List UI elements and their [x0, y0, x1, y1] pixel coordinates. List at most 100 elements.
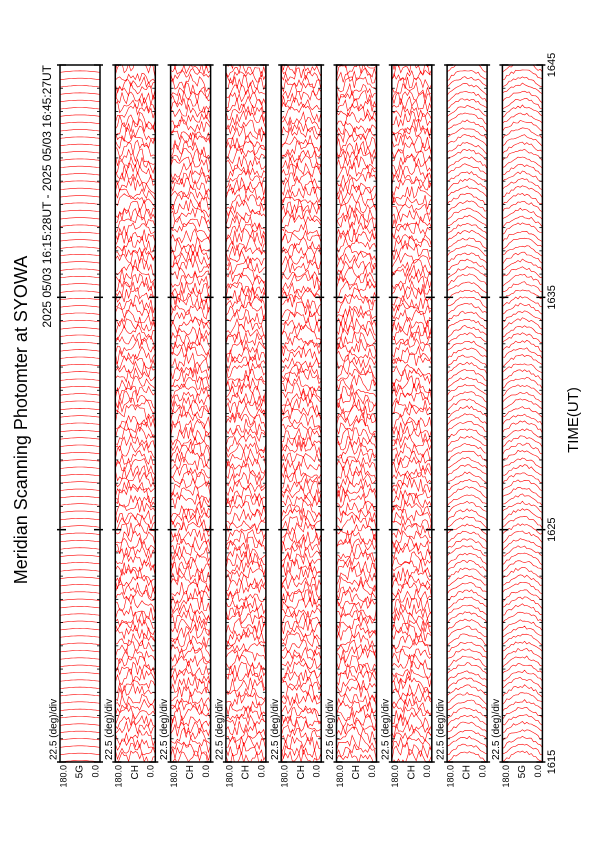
scan-trace [336, 280, 377, 300]
scan-trace [502, 76, 543, 87]
traces [115, 65, 156, 762]
scan-trace [281, 558, 322, 576]
scan-trace [170, 119, 211, 134]
scan-trace [281, 382, 322, 401]
scan-trace [60, 437, 100, 440]
scan-trace [60, 56, 100, 58]
scan-trace [281, 494, 322, 508]
scan-trace [115, 441, 156, 460]
scan-trace [225, 88, 266, 108]
scan-trace [170, 597, 211, 615]
scan-trace [336, 287, 377, 306]
scan-trace [336, 529, 377, 549]
scan-trace [502, 369, 543, 381]
scan-trace [502, 581, 543, 595]
scan-trace [60, 701, 100, 704]
scan-trace [391, 280, 432, 295]
scan-trace [115, 280, 156, 299]
scan-trace [170, 514, 211, 533]
scan-trace [281, 135, 322, 153]
scan-trace [391, 163, 432, 182]
scan-trace [447, 384, 488, 396]
scale-label: 22.5 (deg)/div [104, 699, 115, 760]
scan-trace [447, 730, 488, 740]
y-tick-label: 180.0 [335, 765, 345, 788]
scan-trace [447, 735, 488, 749]
scan-trace [447, 648, 488, 660]
scan-trace [170, 73, 211, 93]
scan-trace [447, 530, 488, 544]
scan-trace [115, 661, 156, 679]
scan-trace [447, 743, 488, 755]
scan-trace [170, 602, 211, 622]
scan-trace [391, 442, 432, 460]
scale-label: 22.5 (deg)/div [436, 699, 447, 760]
scan-trace [281, 646, 322, 661]
scan-trace [170, 89, 211, 105]
scan-trace [225, 742, 266, 761]
scan-trace [447, 721, 488, 733]
scan-trace [115, 389, 156, 410]
y-tick-label: 0.0 [312, 765, 322, 778]
scan-trace [225, 714, 266, 728]
channel-label: CH [185, 765, 196, 779]
scan-trace [225, 687, 266, 701]
scan-trace [336, 222, 377, 240]
scan-trace [60, 562, 100, 565]
scan-trace [502, 706, 543, 720]
scan-trace [391, 697, 432, 714]
scan-trace [225, 316, 266, 336]
scan-trace [447, 361, 488, 375]
scan-trace [391, 720, 432, 738]
scan-trace [170, 250, 211, 270]
scan-trace [502, 647, 543, 660]
scan-trace [447, 98, 488, 110]
scan-trace [391, 728, 432, 744]
scan-trace [170, 383, 211, 400]
scan-trace [281, 339, 322, 357]
scan-trace [447, 435, 488, 447]
scan-trace [281, 625, 322, 642]
scan-trace [281, 715, 322, 729]
scan-trace [225, 164, 266, 180]
scan-trace [170, 147, 211, 167]
scan-trace [336, 711, 377, 731]
scan-trace [60, 356, 100, 359]
scan-trace [391, 489, 432, 503]
traces [170, 65, 211, 762]
scan-trace [170, 198, 211, 218]
scan-trace [502, 486, 543, 499]
scan-trace [391, 403, 432, 418]
scan-trace [447, 486, 488, 499]
scan-trace [60, 85, 100, 88]
scan-trace [60, 92, 100, 95]
scan-trace [502, 479, 543, 492]
scan-trace [502, 530, 543, 544]
scan-trace [281, 186, 322, 204]
scan-trace [115, 360, 156, 378]
scan-trace [225, 397, 266, 417]
scan-trace [502, 82, 543, 95]
scan-trace [502, 207, 543, 220]
scan-trace [336, 398, 377, 415]
scan-trace [281, 310, 322, 326]
scan-trace [502, 347, 543, 360]
scan-trace [281, 588, 322, 608]
channel-label: CH [130, 765, 141, 779]
scan-trace [115, 509, 156, 525]
scan-trace [391, 203, 432, 215]
scan-trace [502, 384, 543, 397]
scan-trace [391, 264, 432, 279]
scan-trace [336, 418, 377, 436]
scan-trace [336, 576, 377, 593]
scan-trace [170, 68, 211, 83]
scan-trace [115, 414, 156, 432]
scan-trace [447, 450, 488, 463]
scan-trace [336, 514, 377, 532]
scan-trace [60, 297, 100, 301]
scan-trace [60, 738, 100, 741]
traces [336, 65, 377, 762]
scan-trace [281, 273, 322, 291]
scan-trace [115, 375, 156, 395]
scan-trace [447, 707, 488, 719]
